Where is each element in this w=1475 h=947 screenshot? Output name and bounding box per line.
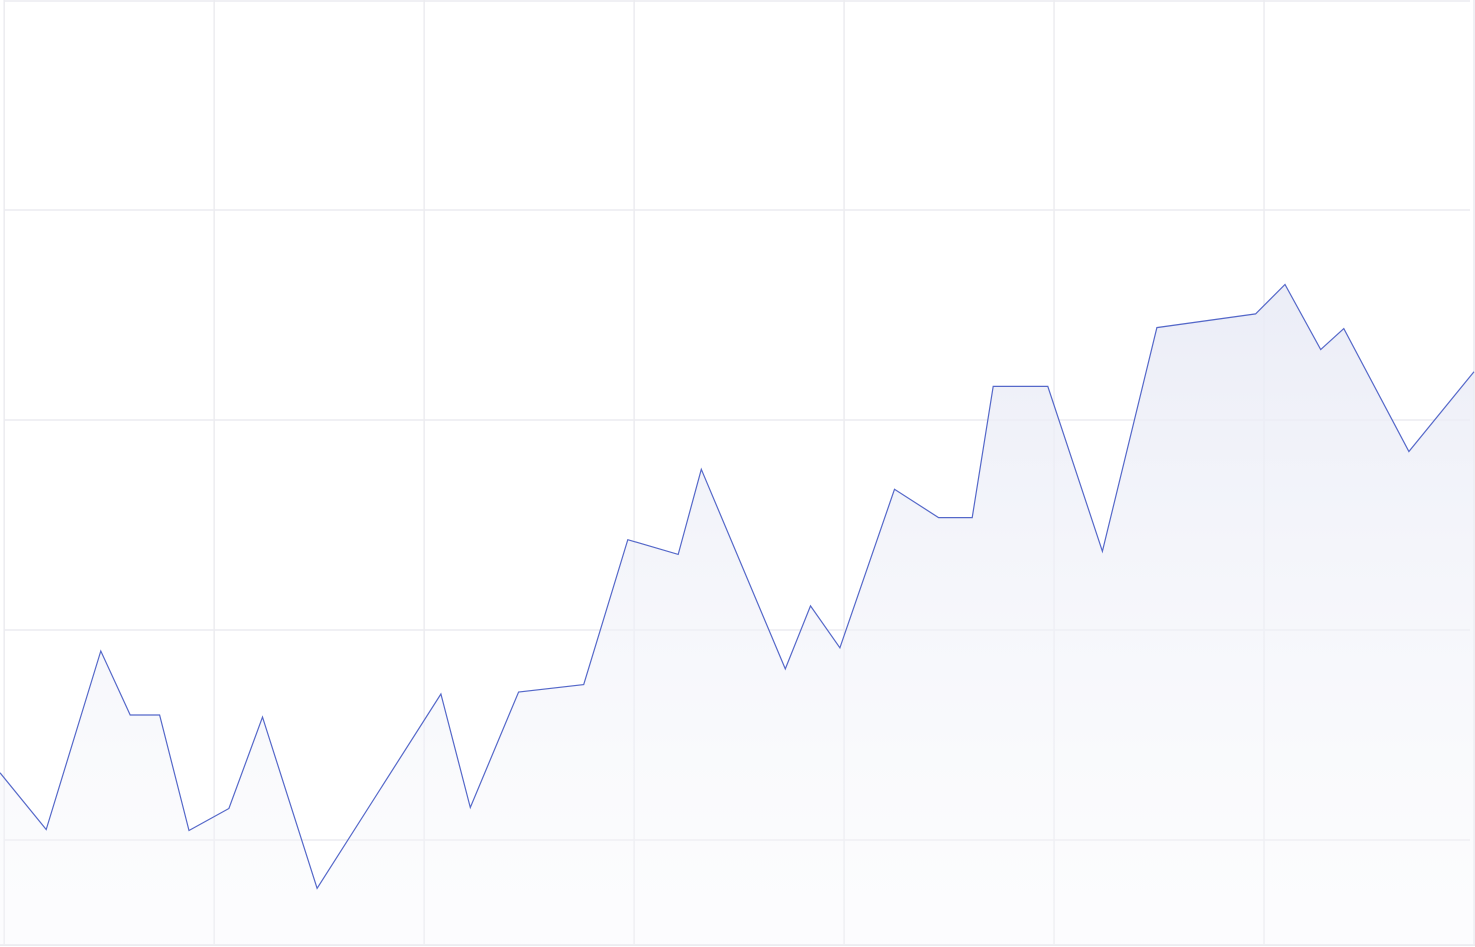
area-fill bbox=[0, 284, 1474, 945]
line bbox=[0, 283, 1475, 890]
